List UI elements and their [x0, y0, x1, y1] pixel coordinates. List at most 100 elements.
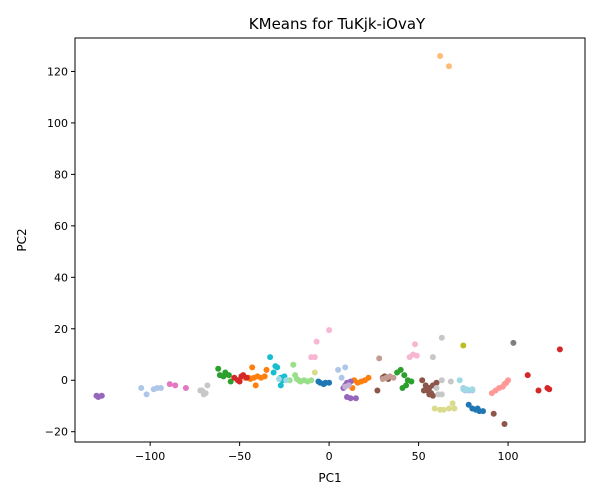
- data-point-cluster-10: [433, 379, 440, 386]
- data-point-cluster-12: [182, 385, 189, 391]
- chart-title: KMeans for TuKjk-iOvaY: [249, 15, 426, 33]
- data-point-cluster-18: [267, 354, 274, 361]
- data-point-cluster-13: [313, 338, 320, 345]
- data-point-cluster-5: [290, 361, 297, 368]
- data-point-cluster-15: [438, 334, 445, 341]
- data-point-cluster-13: [406, 354, 413, 361]
- y-tick-label: 80: [54, 168, 68, 181]
- data-point-cluster-2: [252, 382, 259, 389]
- data-point-cluster-6: [243, 374, 250, 381]
- x-tick-label: −100: [135, 450, 165, 463]
- data-point-cluster-10: [429, 392, 436, 399]
- data-point-cluster-13: [413, 352, 420, 359]
- data-point-cluster-3: [437, 53, 444, 59]
- data-point-cluster-13: [412, 341, 418, 348]
- x-tick-label: −50: [228, 450, 251, 463]
- data-point-cluster-19: [456, 377, 463, 384]
- data-point-cluster-18: [277, 382, 284, 389]
- data-point-cluster-19: [276, 376, 282, 382]
- data-point-cluster-4: [225, 372, 232, 379]
- data-point-cluster-6: [535, 387, 542, 394]
- data-point-cluster-1: [338, 374, 345, 381]
- data-point-cluster-10: [374, 387, 381, 394]
- data-point-cluster-1: [335, 366, 342, 373]
- plot-frame: [74, 37, 586, 443]
- data-point-cluster-2: [261, 373, 268, 380]
- data-point-cluster-0: [465, 401, 472, 408]
- data-point-cluster-4: [215, 365, 222, 372]
- y-tick-label: 20: [54, 323, 68, 336]
- data-point-cluster-19: [283, 377, 290, 384]
- data-point-cluster-15: [429, 354, 436, 361]
- data-point-cluster-10: [501, 421, 508, 427]
- data-point-cluster-8: [98, 392, 105, 399]
- data-point-cluster-10: [420, 387, 427, 394]
- x-axis: −100 −50 0 50 100: [135, 442, 519, 463]
- data-point-cluster-2: [365, 374, 372, 381]
- data-point-cluster-11: [376, 355, 383, 362]
- data-point-cluster-1: [143, 391, 150, 398]
- data-point-cluster-3: [446, 63, 452, 70]
- x-tick-label: 0: [326, 450, 333, 463]
- data-point-cluster-6: [236, 378, 243, 385]
- data-point-cluster-18: [270, 369, 277, 376]
- data-point-cluster-15: [438, 377, 445, 384]
- data-point-cluster-2: [263, 366, 270, 373]
- data-point-cluster-4: [399, 385, 406, 391]
- data-point-cluster-5: [295, 377, 302, 384]
- data-point-cluster-1: [157, 385, 164, 391]
- data-point-cluster-1: [342, 364, 349, 371]
- data-point-cluster-4: [220, 373, 227, 380]
- data-point-cluster-1: [138, 385, 145, 391]
- y-tick-label: 60: [54, 220, 68, 233]
- data-point-cluster-15: [199, 387, 206, 394]
- x-tick-label: 100: [498, 450, 519, 463]
- data-point-cluster-0: [480, 408, 486, 415]
- data-point-cluster-4: [408, 378, 415, 385]
- data-point-cluster-11: [390, 374, 397, 381]
- data-point-cluster-0: [474, 405, 481, 412]
- data-point-cluster-16: [460, 342, 467, 349]
- data-point-cluster-6: [556, 346, 563, 353]
- data-point-cluster-5: [292, 372, 299, 379]
- data-point-cluster-0: [315, 378, 322, 385]
- data-point-cluster-17: [446, 405, 452, 412]
- data-point-cluster-10: [490, 410, 497, 417]
- data-point-cluster-17: [451, 405, 458, 412]
- data-point-cluster-18: [274, 364, 281, 371]
- data-point-cluster-2: [249, 364, 256, 371]
- data-point-cluster-6: [524, 372, 531, 379]
- x-axis-label: PC1: [318, 471, 341, 485]
- data-point-cluster-17: [311, 369, 318, 376]
- data-point-cluster-12: [172, 382, 179, 389]
- data-point-cluster-17: [449, 400, 456, 407]
- data-point-cluster-12: [166, 381, 173, 388]
- x-tick-label: 50: [412, 450, 426, 463]
- data-point-cluster-17: [440, 406, 447, 413]
- data-point-cluster-17: [431, 405, 438, 412]
- data-point-cluster-4: [401, 372, 408, 379]
- data-point-cluster-15: [433, 385, 440, 391]
- data-point-cluster-19: [463, 386, 470, 393]
- y-axis-label: PC2: [15, 228, 29, 251]
- data-point-cluster-19: [469, 386, 476, 393]
- data-point-cluster-11: [379, 376, 386, 382]
- data-point-cluster-4: [227, 378, 234, 385]
- data-point-cluster-7: [505, 377, 512, 384]
- data-point-cluster-5: [308, 377, 315, 384]
- y-tick-label: 100: [47, 117, 68, 130]
- data-point-cluster-15: [438, 391, 445, 398]
- data-point-cluster-0: [326, 379, 333, 386]
- data-point-cluster-13: [311, 354, 318, 361]
- y-tick-label: 0: [61, 374, 68, 387]
- y-tick-label: −20: [45, 426, 68, 439]
- plot-points: [93, 53, 563, 427]
- data-point-cluster-9: [345, 382, 352, 389]
- y-tick-label: 120: [47, 65, 68, 78]
- data-point-cluster-4: [394, 369, 401, 376]
- data-point-cluster-15: [447, 378, 454, 385]
- data-point-cluster-14: [510, 339, 517, 346]
- data-point-cluster-6: [546, 386, 553, 393]
- data-point-cluster-15: [204, 382, 211, 389]
